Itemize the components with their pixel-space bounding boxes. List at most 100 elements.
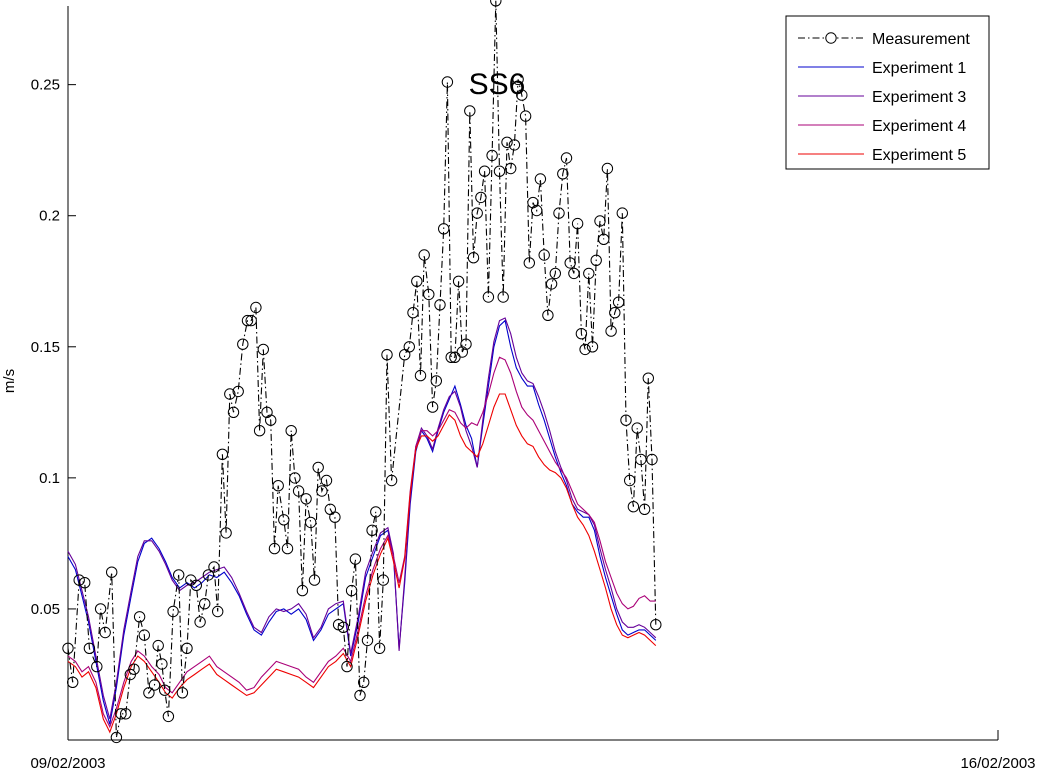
data-point [99,626,111,639]
legend-label: Experiment 1 [872,60,966,77]
data-point [237,338,249,350]
data-point [620,414,632,426]
data-point [430,375,442,387]
data-point [190,579,203,591]
data-point [467,252,480,264]
data-point [464,105,476,117]
legend-entry-experiment-4: Experiment 4 [798,118,966,135]
data-point [261,406,273,418]
data-point [586,341,599,353]
data-point [373,642,386,654]
data-point [224,388,236,400]
legend-entry-experiment-3: Experiment 3 [798,89,966,106]
data-point [159,684,171,696]
data-point [452,275,465,287]
data-point [167,605,179,618]
data-point [568,267,580,280]
data-point [162,710,175,723]
legend-label: Experiment 3 [872,89,966,106]
data-point [300,493,312,505]
data-point [638,503,651,515]
data-point [94,603,107,615]
data-point [329,511,341,523]
data-point [631,422,643,434]
data-point [612,296,625,308]
data-point [361,634,374,647]
data-point [156,658,168,670]
data-point [531,204,543,217]
data-point [475,191,487,204]
data-point [605,325,617,337]
data-point [434,299,446,311]
data-point [289,472,301,484]
data-point [305,516,317,529]
data-point [278,514,290,526]
data-point [381,349,393,361]
data-point [426,401,439,413]
data-point [646,453,658,466]
data-point [441,76,454,88]
data-point [110,731,123,744]
data-point [564,257,576,269]
data-point [482,291,495,303]
data-point [460,338,472,350]
data-point [345,584,358,597]
data-point [285,425,297,437]
data-point [133,611,146,623]
data-point [486,149,498,162]
data-point [508,139,521,151]
data-point [579,343,591,356]
data-point [265,414,277,426]
data-point [62,642,74,654]
data-point [456,346,468,358]
data-point [181,642,193,654]
data-point [598,233,610,246]
axes: 0.05 0.1 0.15 0.2 0.25 09/02/2003 16/02/2003 [30,6,1036,769]
data-point [534,173,547,185]
data-point [590,254,602,266]
data-point [560,152,573,164]
legend-entry-measurement: Measurement [798,31,970,48]
data-point [624,474,636,487]
series-measurement [62,0,662,744]
data-point [148,679,161,691]
data-point [227,406,240,418]
data-point [120,708,132,720]
data-point [616,207,628,219]
data-point [202,569,215,581]
y-tick-label: 0.05 [31,601,60,618]
data-point [115,708,127,720]
data-point [490,0,502,7]
data-point [445,351,457,363]
data-point [505,162,517,175]
data-point [73,574,85,586]
legend-label: Measurement [872,31,970,48]
data-point [545,278,558,290]
data-point [281,542,294,555]
data-point [527,196,539,209]
x-tick-label-start: 09/02/2003 [30,755,105,769]
data-point [471,207,483,219]
x-tick-label-end: 16/02/2003 [960,755,1035,769]
y-tick-label: 0.15 [31,339,60,356]
data-point [399,349,411,361]
data-point [337,621,349,633]
data-point [627,501,640,513]
data-point [268,542,281,555]
experiment-5-line [67,393,657,734]
legend-entry-experiment-5: Experiment 5 [798,147,966,164]
data-point [173,569,185,581]
legend-label: Experiment 5 [872,147,966,164]
data-point [609,307,621,319]
data-point [194,616,206,628]
data-point [583,267,595,280]
data-point [538,249,550,261]
data-point [128,663,140,675]
data-point [650,619,662,631]
data-point [272,480,284,492]
data-point [497,291,509,303]
data-point [423,288,435,301]
data-point [232,385,244,398]
data-point [296,584,309,597]
data-point [549,267,561,280]
